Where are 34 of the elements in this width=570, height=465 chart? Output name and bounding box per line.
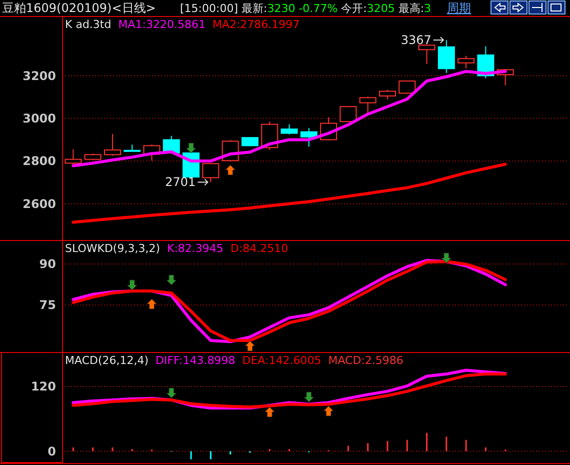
y-tick-label: 2800: [22, 154, 56, 168]
candlestick: [418, 44, 436, 64]
candlestick: [300, 127, 318, 148]
text: [15:00:00] 最新:3230 -0.77% 今开:3205 最高:3: [180, 2, 432, 15]
candlestick: [398, 80, 416, 94]
y-tick-label: 2600: [22, 196, 56, 211]
y-tick-label: 3200: [22, 68, 56, 83]
annotation: 2701: [165, 175, 196, 190]
text: MACD:2.5986: [328, 354, 404, 367]
text: DIFF:143.8998: [156, 354, 236, 367]
chart-title: SLOWKD(9,3,3,2): [65, 242, 160, 255]
text: DEA:142.6005: [242, 354, 322, 367]
y-tick-label: 120: [30, 380, 56, 394]
candlestick: [359, 96, 376, 114]
candlestick: [64, 148, 82, 165]
chart-subtitle: K ad.3td: [65, 18, 112, 31]
text: MA2:2786.1997: [212, 18, 300, 31]
chart-title: 豆粕1609(020109)<日线>: [2, 1, 156, 15]
y-tick-label: 90: [39, 257, 56, 272]
candlestick: [280, 124, 298, 135]
candlestick: [340, 106, 357, 122]
candlestick: [378, 89, 396, 100]
text: MA1:3220.5861: [118, 18, 206, 31]
chart-title: MACD(26,12,4): [65, 354, 149, 367]
candlestick: [458, 55, 475, 69]
annotation: 3367: [400, 33, 432, 48]
line-series: [72, 162, 507, 224]
candlestick: [104, 133, 121, 156]
y-tick-label: 75: [39, 298, 56, 312]
text: D:84.2510: [230, 242, 288, 255]
y-tick-label: 0: [48, 444, 56, 458]
text: K:82.3945: [167, 242, 224, 255]
y-tick-label: 3000: [22, 112, 56, 126]
text: 周期: [447, 1, 471, 15]
